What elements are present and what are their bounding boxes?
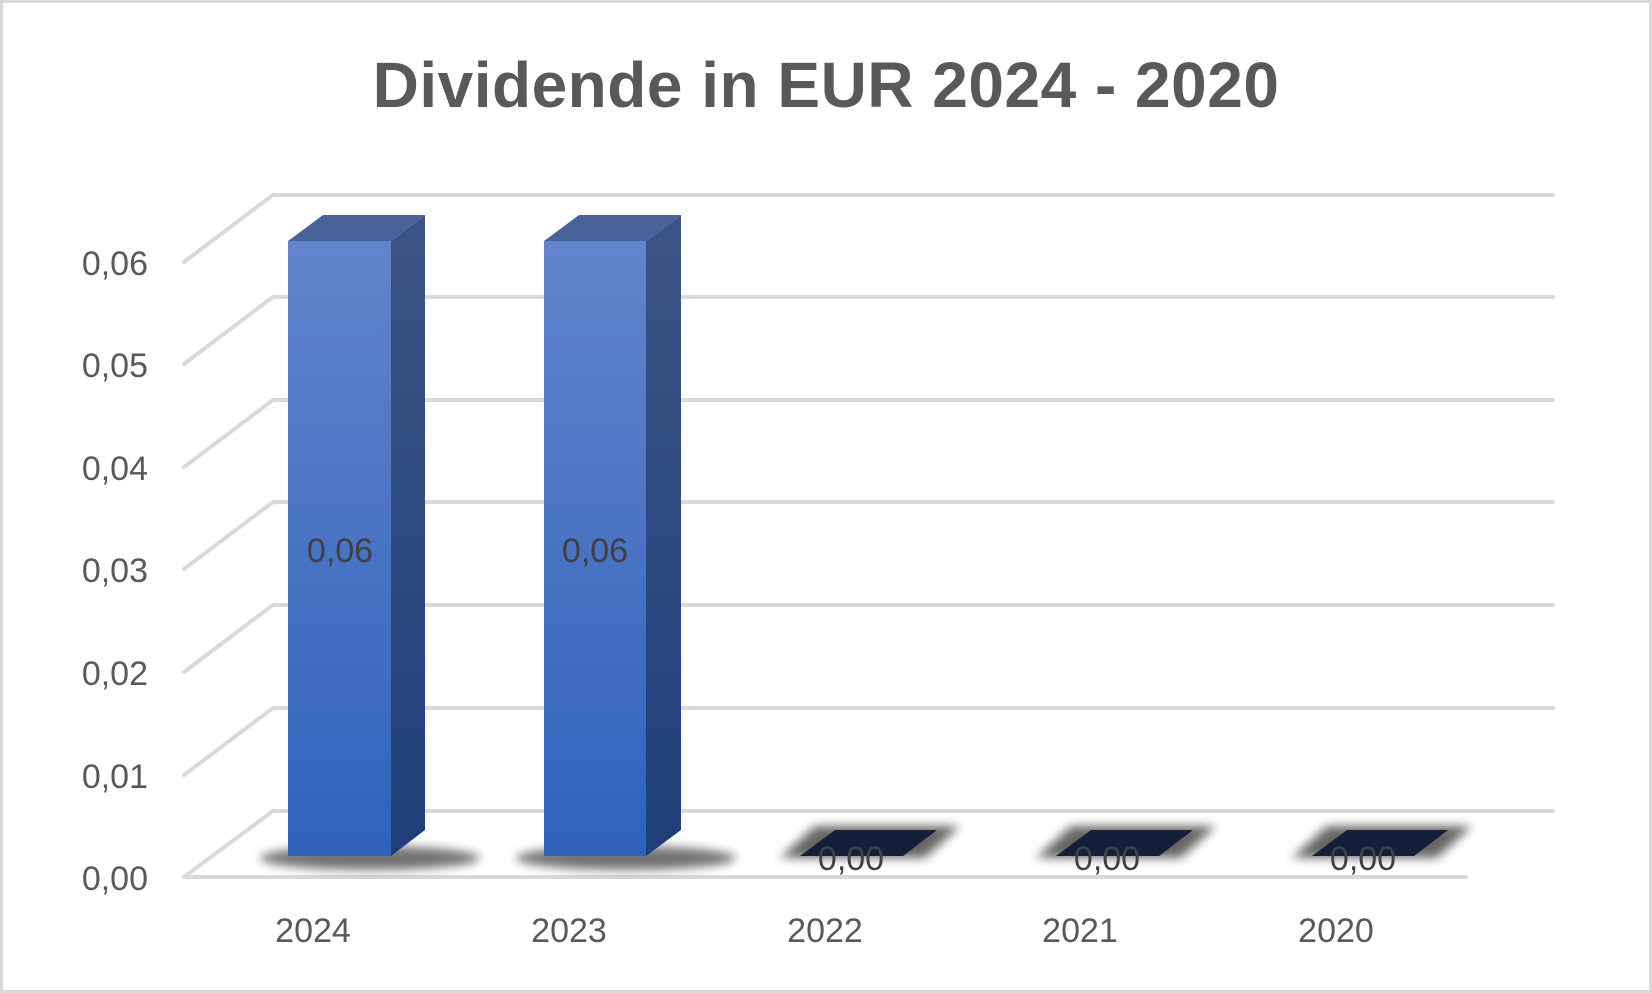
x-tick-label: 2020: [1298, 912, 1374, 950]
bar-2020: 0,00: [1292, 826, 1472, 878]
x-tick-label: 2022: [787, 912, 863, 950]
y-tick-label: 0,02: [82, 655, 148, 693]
y-tick-label: 0,03: [82, 552, 148, 590]
bar-2024: 0,06: [260, 215, 480, 870]
x-tick-label: 2021: [1042, 912, 1118, 950]
gridline-0.00-back: [182, 809, 1555, 879]
x-tick-label: 2024: [275, 912, 351, 950]
data-label: 0,06: [562, 532, 628, 570]
y-axis: 0,06 0,05 0,04 0,03 0,02 0,01 0,00: [82, 245, 148, 898]
bar-front: [544, 241, 646, 856]
data-label: 0,06: [307, 532, 373, 570]
bar-top: [544, 215, 681, 241]
bar-2021: 0,00: [1036, 826, 1216, 878]
gridline-0.05: [182, 295, 1555, 366]
bar-flat: [1056, 830, 1193, 856]
bar-flat: [1312, 830, 1448, 856]
data-label: 0,00: [818, 840, 884, 878]
data-label: 0,00: [1074, 840, 1140, 878]
gridline-0.04: [182, 398, 1555, 469]
gridline-0.02: [182, 603, 1555, 674]
gridline-0.01: [182, 706, 1555, 777]
x-tick-label: 2023: [531, 912, 607, 950]
gridline-0.06: [182, 193, 1555, 264]
bar-flat: [800, 830, 937, 856]
bar-front: [288, 241, 391, 856]
bar-side: [391, 215, 425, 856]
x-axis: 2024 2023 2022 2021 2020: [275, 912, 1374, 950]
chart-title: Dividende in EUR 2024 - 2020: [372, 49, 1280, 121]
bar-top: [288, 215, 425, 241]
y-tick-label: 0,01: [82, 758, 148, 796]
bar-2023: 0,06: [516, 215, 736, 870]
bar-2022: 0,00: [780, 826, 960, 878]
gridlines: [182, 193, 1555, 879]
gridline-0.03: [182, 500, 1555, 571]
y-tick-label: 0,04: [82, 450, 148, 488]
y-tick-label: 0,06: [82, 245, 148, 283]
data-label: 0,00: [1330, 840, 1396, 878]
y-tick-label: 0,05: [82, 347, 148, 385]
bar-side: [646, 215, 681, 856]
y-tick-label: 0,00: [82, 860, 148, 898]
